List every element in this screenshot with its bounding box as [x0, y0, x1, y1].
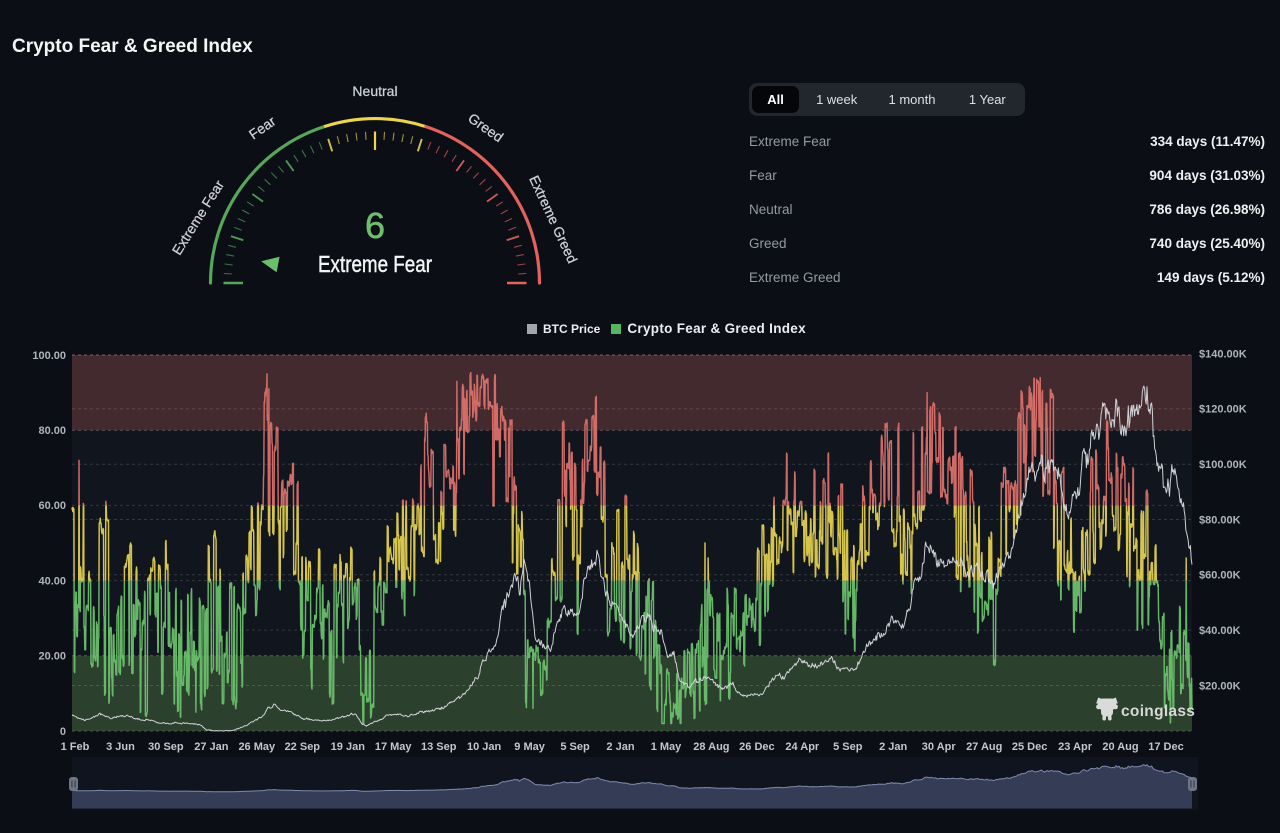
svg-text:1 Feb: 1 Feb [61, 741, 90, 753]
svg-text:28 Aug: 28 Aug [693, 741, 729, 753]
svg-text:5 Sep: 5 Sep [560, 741, 590, 753]
svg-text:coinglass: coinglass [1121, 703, 1195, 720]
svg-text:$60.00K: $60.00K [1199, 570, 1241, 582]
svg-text:5 Sep: 5 Sep [833, 741, 863, 753]
svg-text:$140.00K: $140.00K [1199, 348, 1247, 360]
svg-text:1 May: 1 May [651, 741, 682, 753]
svg-text:27 Aug: 27 Aug [966, 741, 1002, 753]
svg-text:26 Dec: 26 Dec [739, 741, 774, 753]
svg-text:Extreme Greed: Extreme Greed [526, 173, 581, 266]
svg-text:$40.00K: $40.00K [1199, 625, 1241, 637]
svg-text:Fear: Fear [246, 113, 279, 143]
svg-text:Extreme Fear: Extreme Fear [169, 177, 228, 258]
svg-text:17 May: 17 May [375, 741, 413, 753]
svg-text:6: 6 [365, 205, 385, 246]
svg-text:10 Jan: 10 Jan [467, 741, 502, 753]
svg-text:0: 0 [60, 726, 66, 738]
svg-text:25 Dec: 25 Dec [1012, 741, 1047, 753]
svg-text:$20.00K: $20.00K [1199, 680, 1241, 692]
svg-text:100.00: 100.00 [32, 350, 66, 362]
svg-text:9 May: 9 May [514, 741, 545, 753]
svg-text:24 Apr: 24 Apr [785, 741, 820, 753]
svg-text:13 Sep: 13 Sep [421, 741, 457, 753]
svg-text:60.00: 60.00 [38, 500, 66, 512]
svg-text:Extreme Fear: Extreme Fear [318, 251, 432, 277]
svg-text:Neutral: Neutral [352, 83, 397, 99]
svg-text:2 Jan: 2 Jan [606, 741, 634, 753]
svg-text:2 Jan: 2 Jan [879, 741, 907, 753]
svg-text:30 Sep: 30 Sep [148, 741, 184, 753]
svg-text:27 Jan: 27 Jan [194, 741, 229, 753]
svg-text:22 Sep: 22 Sep [285, 741, 321, 753]
svg-text:$100.00K: $100.00K [1199, 459, 1247, 471]
svg-text:$120.00K: $120.00K [1199, 404, 1247, 416]
svg-text:$80.00K: $80.00K [1199, 514, 1241, 526]
svg-text:23 Apr: 23 Apr [1058, 741, 1093, 753]
svg-text:80.00: 80.00 [38, 425, 66, 437]
svg-text:Greed: Greed [465, 110, 506, 145]
svg-text:26 May: 26 May [238, 741, 276, 753]
svg-text:30 Apr: 30 Apr [922, 741, 957, 753]
svg-text:20 Aug: 20 Aug [1102, 741, 1138, 753]
svg-text:3 Jun: 3 Jun [106, 741, 135, 753]
svg-text:19 Jan: 19 Jan [331, 741, 366, 753]
svg-text:40.00: 40.00 [38, 575, 66, 587]
svg-text:17 Dec: 17 Dec [1148, 741, 1183, 753]
svg-text:20.00: 20.00 [38, 651, 66, 663]
